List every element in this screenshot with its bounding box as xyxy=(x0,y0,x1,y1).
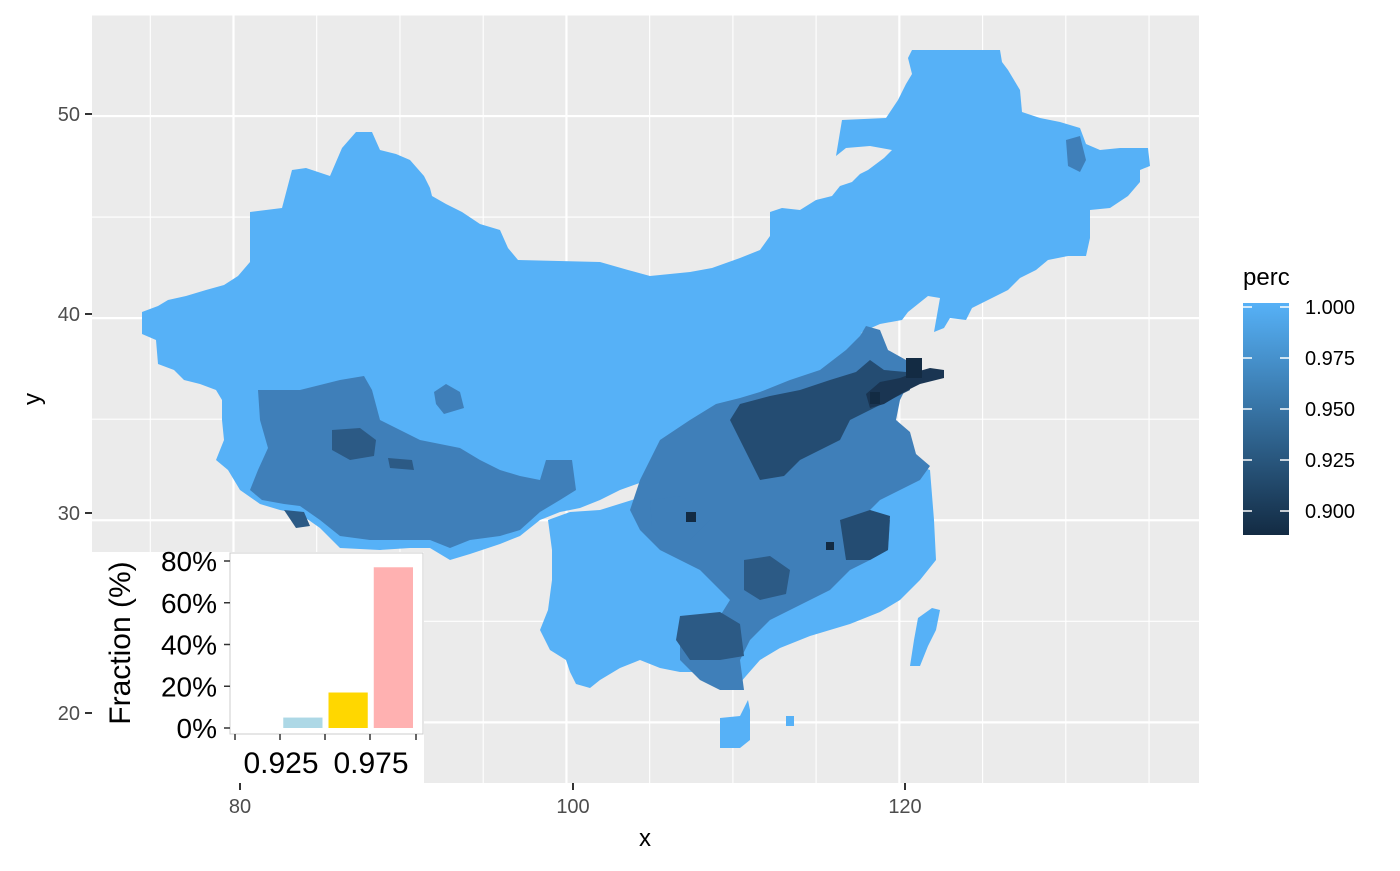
map-island-taiwan xyxy=(910,608,940,666)
y-tick-label: 20 xyxy=(58,703,80,725)
inset-bar xyxy=(373,567,413,728)
legend-title: perc xyxy=(1243,264,1290,291)
legend-tick: 0.975 xyxy=(1243,348,1355,370)
china-map-cells xyxy=(142,50,1150,748)
x-tick-label: 80 xyxy=(229,796,251,818)
inset-x-tick-label: 0.925 xyxy=(243,747,318,780)
legend-label: 1.000 xyxy=(1305,297,1355,319)
legend-label: 0.900 xyxy=(1305,501,1355,523)
map-region-tibet-dark xyxy=(332,428,376,460)
y-axis-tick: 20 xyxy=(58,703,92,725)
legend-tick: 1.000 xyxy=(1243,297,1355,319)
map-region-tibet-dark-2 xyxy=(388,458,414,470)
y-axis-title: y xyxy=(19,393,46,405)
inset-y-tick-label: 0% xyxy=(177,713,217,744)
map-region-tibet-dark-3 xyxy=(284,510,310,528)
map-cell-dark xyxy=(826,542,834,550)
y-tick-label: 40 xyxy=(58,304,80,326)
map-cell-dark xyxy=(870,392,880,404)
legend-label: 0.925 xyxy=(1305,450,1355,472)
y-tick-label: 30 xyxy=(58,503,80,525)
map-region-north-china-plain xyxy=(730,360,910,480)
inset-y-tick-label: 60% xyxy=(161,588,217,619)
map-region-guangxi xyxy=(650,496,710,540)
map-region-shandong-dark xyxy=(866,368,944,408)
map-region-qinghai-patch xyxy=(434,384,464,414)
inset-x-axis: 0.925 0.975 xyxy=(234,734,417,780)
map-cell-dark xyxy=(686,512,696,522)
inset-bars xyxy=(283,567,413,728)
map-cell-dark xyxy=(906,358,922,378)
inset-bar-chart: 0% 20% 40% 60% 80% 0.925 0.975 Fraction (%) xyxy=(92,546,424,783)
legend-tick: 0.950 xyxy=(1243,399,1355,421)
legend-tick: 0.900 xyxy=(1243,501,1355,523)
legend-colorbar xyxy=(1243,303,1289,535)
map-region-coastal-dark xyxy=(840,510,890,560)
inset-y-tick-label: 40% xyxy=(161,630,217,661)
inset-y-tick-label: 20% xyxy=(161,671,217,702)
y-axis-tick: 30 xyxy=(58,503,92,525)
y-tick-label: 50 xyxy=(58,104,80,126)
x-axis-tick: 120 xyxy=(888,783,922,818)
color-legend: perc 1.000 0.975 0.950 0.925 0.900 xyxy=(1243,264,1355,535)
inset-y-axis: 0% 20% 40% 60% 80% xyxy=(161,546,230,744)
x-axis-tick: 100 xyxy=(556,783,590,818)
inset-y-axis-title: Fraction (%) xyxy=(104,561,137,724)
map-islet xyxy=(786,716,794,726)
x-axis-tick: 80 xyxy=(229,783,251,818)
x-axis-title: x xyxy=(639,825,651,852)
y-axis-tick: 40 xyxy=(58,304,92,326)
inset-bar xyxy=(328,692,368,728)
inset-y-tick-label: 80% xyxy=(161,546,217,577)
map-region-northeast-patch xyxy=(1066,136,1086,172)
x-tick-label: 100 xyxy=(556,796,589,818)
legend-tick: 0.925 xyxy=(1243,450,1355,472)
y-axis-tick: 50 xyxy=(58,104,92,126)
x-tick-label: 120 xyxy=(888,796,921,818)
map-region-southwest-dark xyxy=(676,612,744,660)
map-region-south-dark xyxy=(744,556,790,600)
map-island-hainan xyxy=(720,700,750,748)
map-axes: 80 100 120 20 30 40 50 x y xyxy=(19,104,922,852)
inset-bar xyxy=(283,717,323,728)
inset-x-tick-label: 0.975 xyxy=(333,747,408,780)
legend-label: 0.950 xyxy=(1305,399,1355,421)
legend-label: 0.975 xyxy=(1305,348,1355,370)
map-region-tibet xyxy=(250,376,576,548)
